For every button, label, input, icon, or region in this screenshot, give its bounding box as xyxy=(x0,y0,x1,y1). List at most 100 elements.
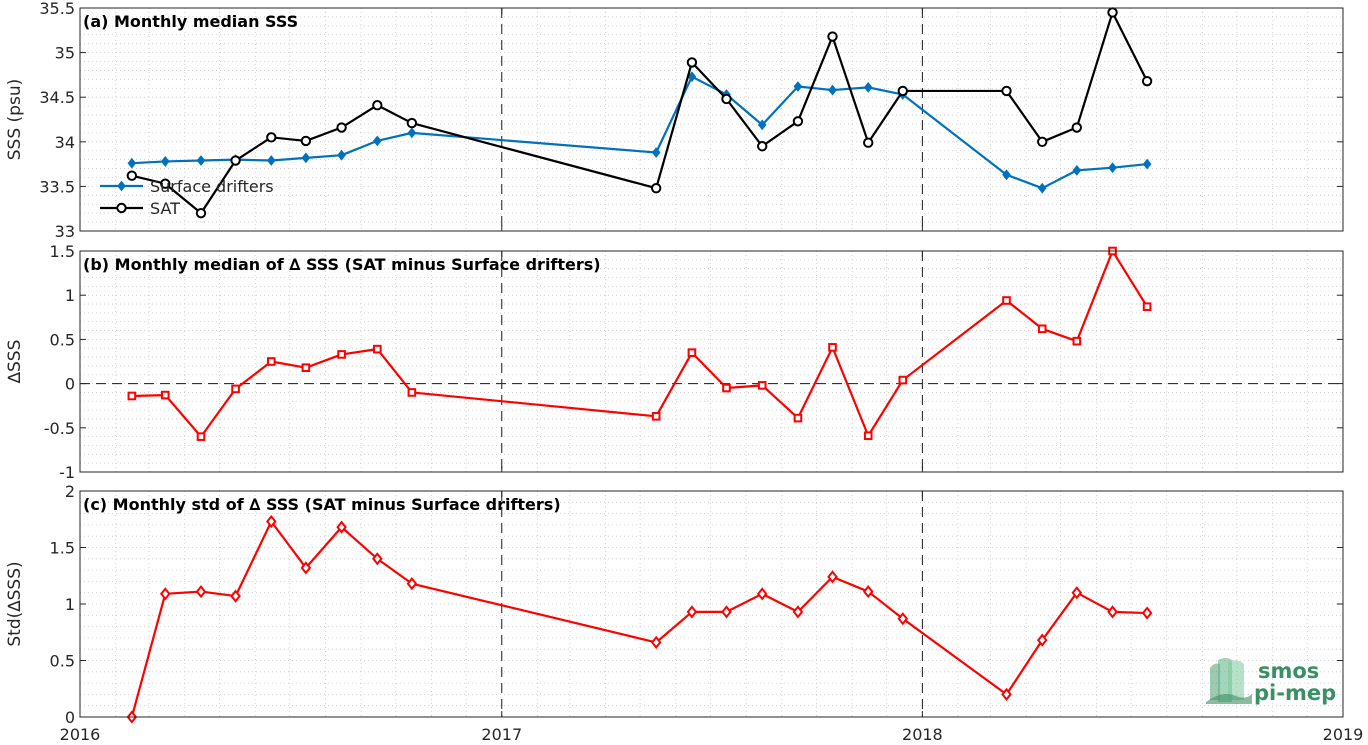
data-point xyxy=(337,350,346,359)
data-point xyxy=(301,363,311,372)
data-point xyxy=(897,85,908,97)
panel-title: (b) Monthly median of ∆ SSS (SAT minus S… xyxy=(83,255,601,274)
data-point xyxy=(828,343,837,352)
data-point xyxy=(195,207,207,219)
series-line xyxy=(131,249,1149,438)
legend-label: SAT xyxy=(150,199,180,218)
data-point xyxy=(406,117,418,129)
data-point xyxy=(1072,164,1082,176)
data-point xyxy=(300,561,312,575)
x-tick-label: 2016 xyxy=(60,725,101,744)
series-0 xyxy=(127,246,1152,441)
data-point xyxy=(1037,136,1048,148)
data-point xyxy=(1107,7,1118,18)
data-point xyxy=(300,135,312,147)
data-point xyxy=(686,605,698,619)
data-point xyxy=(407,127,417,139)
y-tick-label: 34.5 xyxy=(39,88,75,107)
legend-marker xyxy=(116,202,127,214)
data-point xyxy=(159,587,171,601)
data-point xyxy=(1037,324,1047,334)
data-point xyxy=(687,71,697,83)
data-point xyxy=(160,156,170,167)
data-point xyxy=(651,147,661,158)
data-point xyxy=(406,577,418,591)
data-point xyxy=(266,155,276,166)
axes-box xyxy=(79,7,1344,232)
data-point xyxy=(687,348,697,357)
y-tick-label: 0 xyxy=(65,708,75,727)
data-point xyxy=(1001,687,1012,702)
y-axis-label: SSS (psu) xyxy=(5,79,25,160)
data-point xyxy=(301,152,311,164)
series-1 xyxy=(126,7,1153,219)
data-point xyxy=(722,383,731,393)
data-point xyxy=(862,584,874,599)
plot-area xyxy=(80,251,1343,472)
data-point xyxy=(230,155,241,166)
data-point xyxy=(1142,302,1152,311)
data-point xyxy=(757,381,767,390)
series-0 xyxy=(126,514,1153,724)
data-point xyxy=(266,132,277,143)
data-point xyxy=(372,100,383,111)
data-point xyxy=(827,31,838,42)
data-point xyxy=(1037,182,1047,194)
y-tick-label: 1.5 xyxy=(50,539,75,558)
y-tick-label: 2 xyxy=(65,482,75,501)
data-point xyxy=(231,384,240,394)
data-point xyxy=(127,391,137,401)
panel-title: (a) Monthly median SSS xyxy=(83,12,298,31)
data-point xyxy=(160,390,170,400)
y-axis-label: Std(∆SSS) xyxy=(5,561,25,646)
legend-marker xyxy=(117,180,126,192)
y-axis-label: ∆SSS xyxy=(5,340,25,385)
data-point xyxy=(650,182,662,194)
data-point xyxy=(230,589,241,603)
data-point xyxy=(686,57,698,68)
data-point xyxy=(721,93,732,105)
data-point xyxy=(126,170,138,181)
data-point xyxy=(792,116,804,127)
data-point xyxy=(863,431,873,441)
data-point xyxy=(1108,162,1117,174)
series-line xyxy=(131,11,1149,215)
y-tick-label: 35.5 xyxy=(39,0,75,18)
data-point xyxy=(1036,633,1048,647)
y-tick-label: 1 xyxy=(65,286,75,305)
y-tick-label: 34 xyxy=(55,133,75,152)
logo-line1: smos xyxy=(1258,659,1319,683)
smos-pi-mep-logo: smos pi-mep xyxy=(1206,658,1336,705)
data-point xyxy=(897,612,909,626)
data-point xyxy=(336,122,347,133)
logo-line2: pi-mep xyxy=(1254,681,1336,705)
data-point xyxy=(792,605,804,619)
data-point xyxy=(898,375,908,385)
data-point xyxy=(1002,169,1011,181)
data-point xyxy=(1071,586,1083,600)
y-tick-label: 35 xyxy=(55,44,75,63)
y-tick-label: -1 xyxy=(59,463,75,482)
data-point xyxy=(757,141,768,152)
data-point xyxy=(828,84,837,96)
data-point xyxy=(1072,336,1082,346)
data-point xyxy=(195,584,207,599)
y-tick-label: 1.5 xyxy=(50,242,75,261)
data-point xyxy=(266,514,277,529)
data-point xyxy=(407,388,417,397)
data-point xyxy=(373,344,382,354)
series-line xyxy=(130,520,1148,718)
y-tick-label: 1 xyxy=(65,595,75,614)
series-line xyxy=(131,75,1148,190)
data-point xyxy=(336,520,347,534)
data-point xyxy=(266,357,276,366)
data-point xyxy=(827,570,838,584)
y-tick-label: 33.5 xyxy=(39,177,75,196)
data-point xyxy=(160,178,171,189)
data-point xyxy=(756,587,768,601)
panel-title: (c) Monthly std of ∆ SSS (SAT minus Surf… xyxy=(83,495,561,514)
data-point xyxy=(1107,605,1118,619)
data-point xyxy=(650,635,662,650)
data-point xyxy=(337,149,346,161)
